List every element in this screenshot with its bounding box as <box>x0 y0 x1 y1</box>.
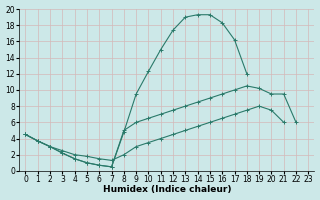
X-axis label: Humidex (Indice chaleur): Humidex (Indice chaleur) <box>103 185 231 194</box>
